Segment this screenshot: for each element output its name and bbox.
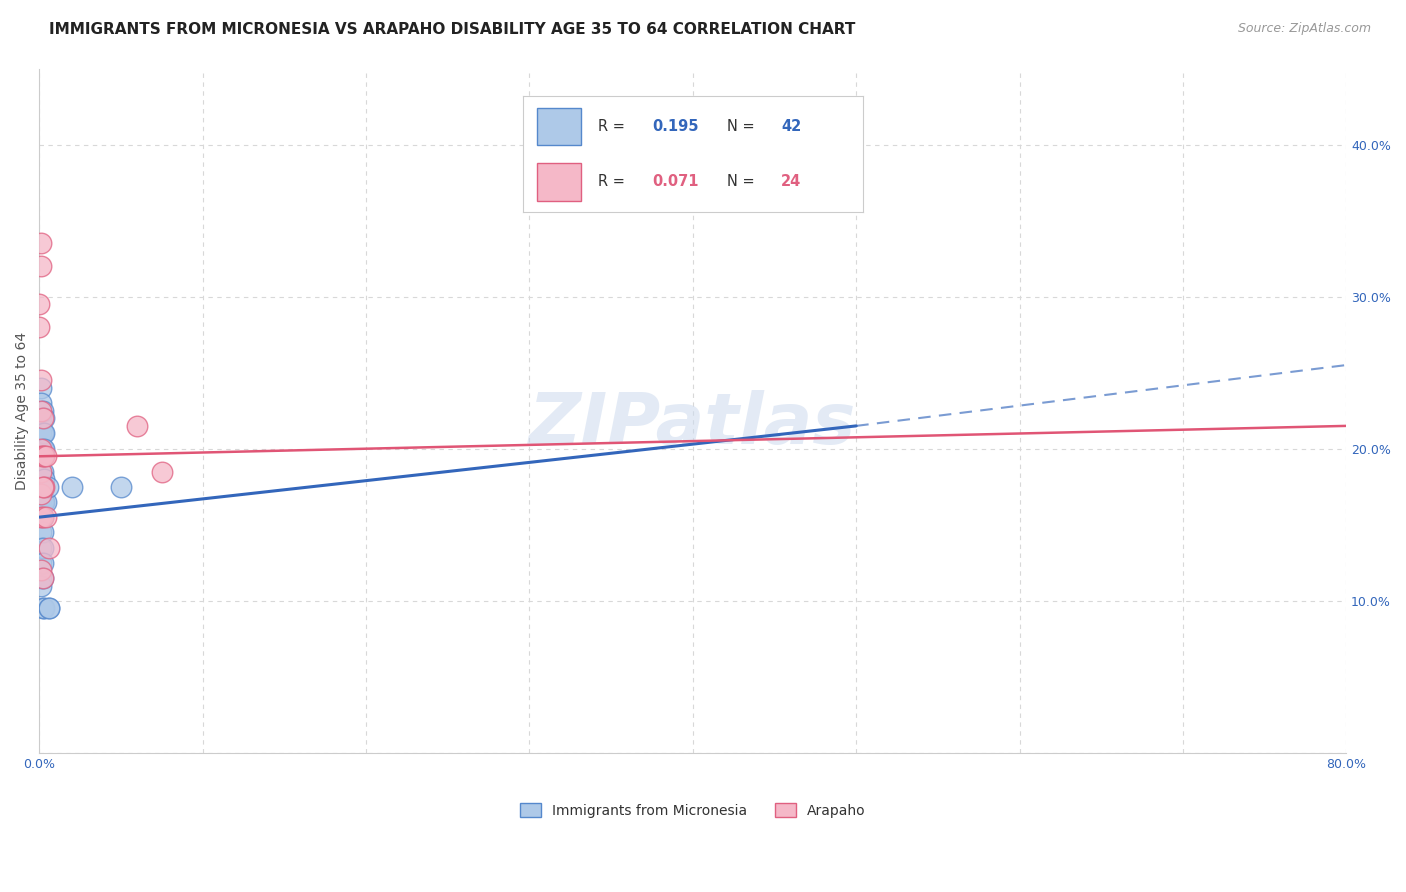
Point	[31, 426, 53, 441]
Point	[31, 495, 53, 509]
Point	[34, 480, 56, 494]
Point	[31, 480, 53, 494]
Text: IMMIGRANTS FROM MICRONESIA VS ARAPAHO DISABILITY AGE 35 TO 64 CORRELATION CHART: IMMIGRANTS FROM MICRONESIA VS ARAPAHO DI…	[49, 22, 856, 37]
Y-axis label: Disability Age 35 to 64: Disability Age 35 to 64	[15, 332, 30, 490]
Point	[30, 510, 52, 524]
Point	[38, 541, 60, 555]
Text: ZIPatlas: ZIPatlas	[529, 390, 856, 458]
Point	[34, 442, 56, 456]
Point	[30, 411, 52, 425]
Point	[34, 411, 56, 425]
Point	[30, 373, 52, 387]
Point	[30, 465, 52, 479]
Point	[30, 556, 52, 570]
Point	[31, 510, 53, 524]
Point	[30, 571, 52, 585]
Point	[127, 418, 149, 433]
Point	[28, 480, 51, 494]
Point	[35, 495, 58, 509]
Point	[31, 450, 53, 464]
Point	[30, 487, 52, 501]
Point	[31, 411, 53, 425]
Point	[35, 450, 58, 464]
Point	[30, 426, 52, 441]
Point	[30, 450, 52, 464]
Point	[31, 510, 53, 524]
Point	[30, 442, 52, 456]
Point	[150, 465, 173, 479]
Point	[30, 450, 52, 464]
Point	[31, 571, 53, 585]
Point	[38, 601, 60, 615]
Point	[31, 601, 53, 615]
Point	[30, 442, 52, 456]
Point	[30, 578, 52, 592]
Point	[31, 465, 53, 479]
Point	[31, 541, 53, 555]
Point	[34, 601, 56, 615]
Point	[34, 426, 56, 441]
Point	[30, 381, 52, 395]
Point	[28, 510, 51, 524]
Point	[30, 495, 52, 509]
Point	[31, 442, 53, 456]
Point	[30, 541, 52, 555]
Point	[28, 297, 51, 311]
Point	[28, 495, 51, 509]
Point	[34, 495, 56, 509]
Point	[30, 465, 52, 479]
Point	[30, 480, 52, 494]
Point	[30, 403, 52, 417]
Point	[31, 571, 53, 585]
Point	[110, 480, 132, 494]
Point	[31, 525, 53, 540]
Point	[30, 259, 52, 273]
Point	[30, 525, 52, 540]
Point	[30, 563, 52, 577]
Point	[31, 403, 53, 417]
Point	[31, 480, 53, 494]
Text: Source: ZipAtlas.com: Source: ZipAtlas.com	[1237, 22, 1371, 36]
Point	[35, 510, 58, 524]
Point	[28, 320, 51, 334]
Point	[31, 556, 53, 570]
Point	[34, 450, 56, 464]
Point	[34, 472, 56, 486]
Point	[37, 480, 59, 494]
Point	[38, 601, 60, 615]
Point	[30, 396, 52, 410]
Legend: Immigrants from Micronesia, Arapaho: Immigrants from Micronesia, Arapaho	[515, 797, 872, 823]
Point	[60, 480, 83, 494]
Point	[30, 236, 52, 251]
Point	[30, 510, 52, 524]
